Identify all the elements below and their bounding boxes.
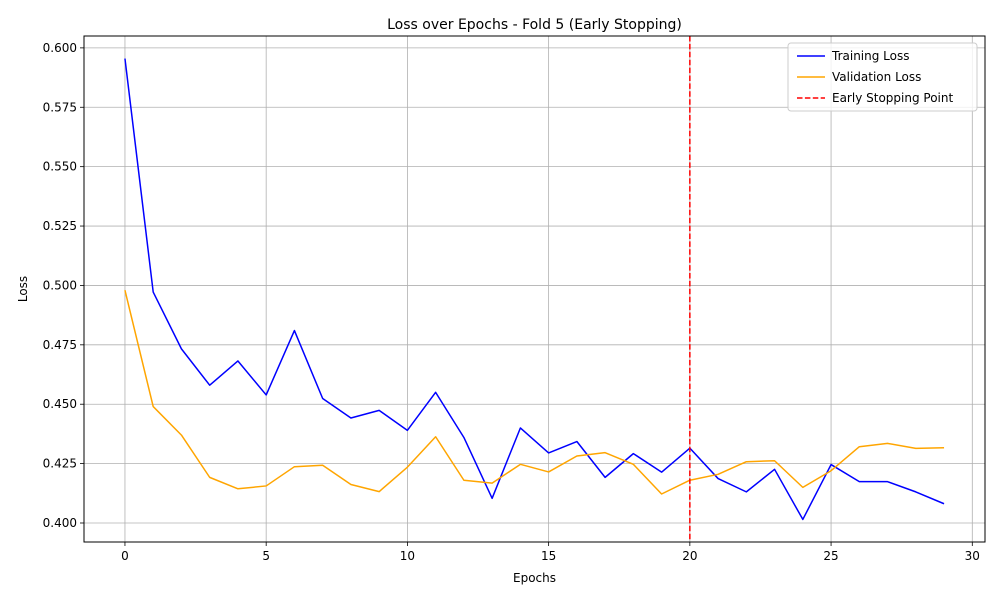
y-tick-label: 0.450 <box>43 397 77 411</box>
y-tick-label: 0.475 <box>43 338 77 352</box>
y-tick-label: 0.500 <box>43 278 77 292</box>
validation-loss-line <box>124 290 945 495</box>
x-axis-ticks: 0 5 10 15 20 25 30 <box>121 542 980 563</box>
plot-area-background <box>84 36 985 542</box>
y-axis-label: Loss <box>16 276 30 302</box>
plot-frame <box>83 35 986 543</box>
y-tick-label: 0.425 <box>43 457 77 471</box>
x-tick-label: 30 <box>965 549 980 563</box>
y-axis-ticks: 0.400 0.425 0.450 0.475 0.500 0.525 0.550 0.575… <box>43 41 84 530</box>
x-tick-label: 25 <box>823 549 838 563</box>
y-tick-label: 0.550 <box>43 160 77 174</box>
legend-label-training-loss: Training Loss <box>831 49 909 63</box>
legend-label-validation-loss: Validation Loss <box>832 70 921 84</box>
grid-lines <box>84 36 985 542</box>
training-loss-line <box>124 58 945 521</box>
x-tick-label: 15 <box>541 549 556 563</box>
x-tick-label: 20 <box>682 549 697 563</box>
chart-title: Loss over Epochs - Fold 5 (Early Stoppin… <box>387 17 682 33</box>
plot-lines <box>124 36 945 542</box>
y-tick-label: 0.600 <box>43 41 77 55</box>
y-tick-label: 0.525 <box>43 219 77 233</box>
x-axis-label: Epochs <box>513 571 556 585</box>
x-tick-label: 5 <box>262 549 270 563</box>
legend-box <box>787 42 978 112</box>
y-tick-label: 0.400 <box>43 516 77 530</box>
x-tick-label: 10 <box>400 549 415 563</box>
legend-label-early-stopping: Early Stopping Point <box>832 91 953 105</box>
y-tick-label: 0.575 <box>43 100 77 114</box>
x-tick-label: 0 <box>121 549 129 563</box>
legend: Training Loss Validation Loss Early Stop… <box>787 42 978 112</box>
